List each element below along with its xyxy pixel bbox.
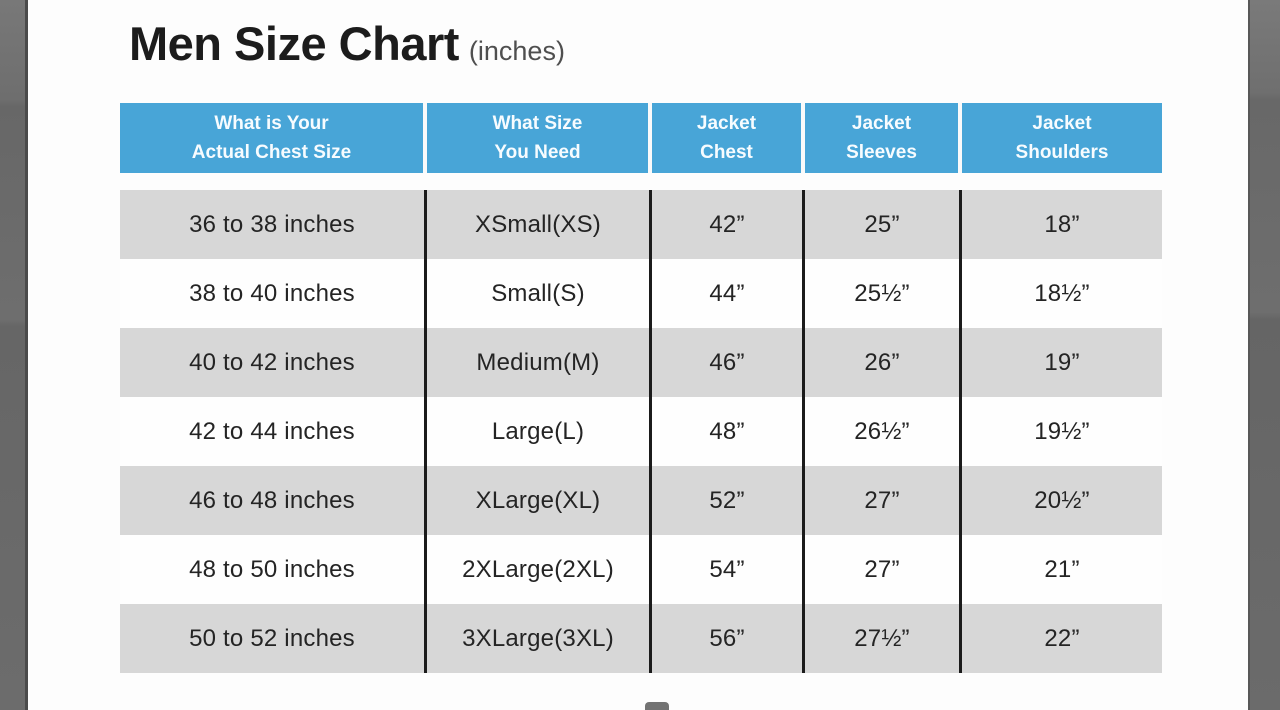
table-cell: Large(L) (427, 397, 652, 466)
page-title-units: (inches) (468, 36, 565, 66)
table-cell: 2XLarge(2XL) (427, 535, 652, 604)
header-size-you-need: What Size You Need (427, 103, 652, 173)
table-cell: 19½” (1034, 417, 1090, 445)
table-cell: 44” (652, 259, 805, 328)
table-cell: 46 to 48 inches (120, 466, 427, 535)
table-cell: 42 to 44 inches (120, 397, 427, 466)
table-cell: 48 to 50 inches (120, 535, 427, 604)
letterbox-left (0, 0, 28, 710)
table-body: 36 to 38 inches XSmall(XS) 42” 25” 18” 38 to … (120, 190, 1162, 673)
table-cell: 3XLarge(3XL) (427, 604, 652, 673)
table-cell: 36 to 38 inches (120, 190, 427, 259)
table-cell: 19” (1044, 348, 1080, 376)
table-cell: 46” (652, 328, 805, 397)
table-cell: 38 to 40 inches (120, 259, 427, 328)
table-cell: 56” (652, 604, 805, 673)
table-cell: 27” (805, 466, 962, 535)
table-cell: 18½” (1034, 279, 1090, 307)
table-cell: 40 to 42 inches (120, 328, 427, 397)
table-row: 50 to 52 inches 3XLarge(3XL) 56” 27½” 22” (120, 604, 1162, 673)
table-cell: 27½” (805, 604, 962, 673)
table-cell: 54” (652, 535, 805, 604)
letterbox-right (1248, 0, 1280, 710)
bottom-artifact (645, 702, 669, 710)
table-cell: 27” (805, 535, 962, 604)
size-chart-table: What is Your Actual Chest Size What Size… (120, 103, 1162, 673)
table-cell: 26” (805, 328, 962, 397)
header-jacket-chest: Jacket Chest (652, 103, 805, 173)
page-title: Men Size Chart (129, 17, 459, 70)
title-row: Men Size Chart (inches) (129, 16, 565, 71)
table-cell: 42” (652, 190, 805, 259)
table-row: 38 to 40 inches Small(S) 44” 25½” 18½” (120, 259, 1162, 328)
table-cell: XLarge(XL) (427, 466, 652, 535)
table-row: 36 to 38 inches XSmall(XS) 42” 25” 18” (120, 190, 1162, 259)
table-cell: 20½” (1034, 486, 1090, 514)
table-row: 40 to 42 inches Medium(M) 46” 26” 19” (120, 328, 1162, 397)
table-cell: 25” (805, 190, 962, 259)
table-cell: Small(S) (427, 259, 652, 328)
table-cell: Medium(M) (427, 328, 652, 397)
table-cell: 50 to 52 inches (120, 604, 427, 673)
table-cell: 52” (652, 466, 805, 535)
header-jacket-sleeves: Jacket Sleeves (805, 103, 962, 173)
table-cell: 48” (652, 397, 805, 466)
table-cell: 18” (1044, 210, 1080, 238)
table-row: 48 to 50 inches 2XLarge(2XL) 54” 27” 21” (120, 535, 1162, 604)
table-cell: 25½” (805, 259, 962, 328)
table-cell: 21” (1044, 555, 1080, 583)
table-cell: XSmall(XS) (427, 190, 652, 259)
table-cell: 26½” (805, 397, 962, 466)
header-jacket-shoulders: Jacket Shoulders (1015, 112, 1109, 163)
table-cell: 22” (1044, 624, 1080, 652)
table-header-row: What is Your Actual Chest Size What Size… (120, 103, 1162, 173)
table-row: 46 to 48 inches XLarge(XL) 52” 27” 20½” (120, 466, 1162, 535)
table-row: 42 to 44 inches Large(L) 48” 26½” 19½” (120, 397, 1162, 466)
header-actual-chest-size: What is Your Actual Chest Size (120, 103, 427, 173)
